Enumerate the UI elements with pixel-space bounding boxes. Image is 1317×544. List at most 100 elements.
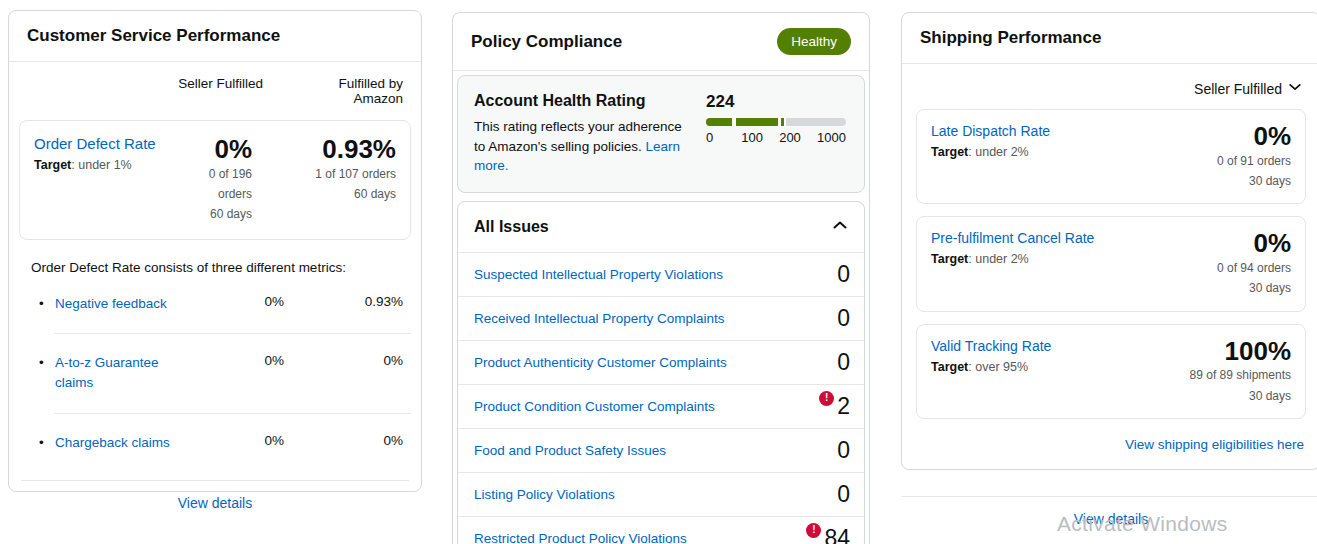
issue-row: Listing Policy Violations 0	[458, 472, 864, 516]
issue-row: Product Condition Customer Complaints 2	[458, 384, 864, 428]
metric-sf-value: 0%	[174, 294, 284, 309]
ahr-title: Account Health Rating	[474, 92, 696, 110]
ship-label-zone: Late Dispatch Rate Target: under 2%	[931, 122, 1217, 191]
issue-count: 2	[837, 395, 850, 418]
policy-compliance-card: Policy Compliance Healthy Account Health…	[452, 12, 870, 544]
all-issues-header[interactable]: All Issues	[458, 202, 864, 252]
scale-tick-100: 100	[741, 130, 763, 145]
ahr-score: 224	[706, 92, 848, 112]
all-issues-box: All Issues Suspected Intellectual Proper…	[457, 201, 865, 544]
metric-row-atoz-claims: •A-to-z Guarantee claims 0% 0%	[9, 340, 421, 407]
issue-link-listing-policy-violations[interactable]: Listing Policy Violations	[474, 487, 615, 502]
issue-row: Received Intellectual Property Complaint…	[458, 296, 864, 340]
customer-service-performance-card: Customer Service Performance Seller Fulf…	[8, 10, 422, 492]
issue-count: 0	[837, 351, 850, 374]
order-defect-rate-link[interactable]: Order Defect Rate	[34, 135, 156, 152]
pre-fulfilment-cancel-rate-link[interactable]: Pre-fulfilment Cancel Rate	[931, 230, 1094, 246]
issue-count: 84	[824, 527, 850, 544]
odr-metrics-intro: Order Defect Rate consists of three diff…	[9, 240, 421, 281]
issue-link-product-authenticity-complaints[interactable]: Product Authenticity Customer Complaints	[474, 355, 727, 370]
target-label: Target	[34, 158, 71, 172]
windows-activation-watermark: Activate Windows Go to Settings to activ…	[1057, 512, 1270, 544]
ship-period: 30 days	[1217, 171, 1291, 191]
bullet-icon: •	[39, 433, 44, 453]
issue-count: 0	[837, 307, 850, 330]
issue-count: 0	[837, 483, 850, 506]
atoz-guarantee-claims-link[interactable]: A-to-z Guarantee claims	[55, 355, 159, 390]
odr-fba-detail: 1 of 107 orders	[252, 164, 396, 184]
metric-label-wrap: • A-to-z Guarantee claims	[39, 353, 174, 394]
view-shipping-eligibilities-link[interactable]: View shipping eligibilities here	[1125, 437, 1304, 452]
late-dispatch-rate-box: Late Dispatch Rate Target: under 2% 0% 0…	[916, 109, 1306, 204]
metric-row-chargeback-claims: •Chargeback claims 0% 0%	[9, 420, 421, 466]
card-title: Shipping Performance	[920, 28, 1101, 48]
ship-value-zone: 0% 0 of 94 orders 30 days	[1217, 229, 1291, 298]
ahr-score-zone: 224 0 100 200 1000	[706, 92, 848, 176]
scale-tick-0: 0	[706, 130, 713, 145]
issue-count-wrap: 0	[837, 351, 850, 374]
customer-service-view-details-link[interactable]: View details	[178, 495, 252, 511]
ship-label-zone: Pre-fulfilment Cancel Rate Target: under…	[931, 229, 1217, 298]
bar-gap	[784, 118, 786, 126]
issue-link-restricted-product-violations[interactable]: Restricted Product Policy Violations	[474, 531, 687, 544]
ship-value-zone: 0% 0 of 91 orders 30 days	[1217, 122, 1291, 191]
card-title: Policy Compliance	[471, 32, 622, 52]
metric-sf-value: 0%	[174, 433, 284, 448]
issue-count: 0	[837, 263, 850, 286]
metric-label-wrap: • Negative feedback	[39, 294, 174, 314]
ship-target: Target: under 2%	[931, 252, 1217, 266]
target-label: Target	[931, 145, 968, 159]
bullet-icon: •	[39, 353, 44, 373]
negative-feedback-link[interactable]: Negative feedback	[55, 296, 167, 311]
column-header-fba-text: Fulfilled by Amazon	[311, 76, 403, 106]
policy-compliance-card-header: Policy Compliance Healthy	[453, 13, 869, 71]
ship-detail: 0 of 94 orders	[1217, 258, 1291, 278]
issue-row: Suspected Intellectual Property Violatio…	[458, 252, 864, 296]
ahr-scale-labels: 0 100 200 1000	[706, 130, 846, 146]
chargeback-claims-link[interactable]: Chargeback claims	[55, 435, 170, 450]
late-dispatch-rate-link[interactable]: Late Dispatch Rate	[931, 123, 1050, 139]
issue-link-food-product-safety[interactable]: Food and Product Safety Issues	[474, 443, 666, 458]
issue-count-wrap: 84	[806, 527, 850, 544]
ship-period: 30 days	[1190, 386, 1291, 406]
valid-tracking-rate-link[interactable]: Valid Tracking Rate	[931, 338, 1051, 354]
watermark-line1: Activate Windows	[1057, 512, 1270, 536]
ahr-description: This rating reflects your adherence to A…	[474, 117, 694, 176]
scale-tick-1000: 1000	[817, 130, 846, 145]
metric-row-negative-feedback: •Negative feedback 0% 0.93%	[9, 281, 421, 327]
fulfillment-channel-selector[interactable]: Seller Fulfilled	[902, 64, 1317, 109]
odr-sf-detail: 0 of 196 orders	[190, 164, 252, 205]
target-value: : over 95%	[968, 360, 1028, 374]
card-title: Customer Service Performance	[27, 26, 280, 46]
issue-count-wrap: 0	[837, 263, 850, 286]
ship-value: 100%	[1190, 337, 1291, 366]
chevron-up-icon[interactable]	[832, 217, 848, 237]
health-status-badge: Healthy	[777, 28, 851, 55]
column-header-fulfilled-by-amazon: Fulfilled by Amazon	[263, 76, 403, 106]
issue-row: Restricted Product Policy Violations 84	[458, 516, 864, 544]
chevron-down-icon	[1282, 80, 1302, 97]
column-header-seller-fulfilled: Seller Fulfilled	[163, 76, 263, 106]
bar-segment-green-1	[706, 118, 732, 126]
issue-row: Food and Product Safety Issues 0	[458, 428, 864, 472]
channel-selector-label: Seller Fulfilled	[1194, 81, 1282, 97]
shipping-eligibilities-row: View shipping eligibilities here	[902, 431, 1317, 452]
target-label: Target	[931, 360, 968, 374]
issue-link-suspected-ip-violations[interactable]: Suspected Intellectual Property Violatio…	[474, 267, 723, 282]
pre-fulfilment-cancel-rate-box: Pre-fulfilment Cancel Rate Target: under…	[916, 216, 1306, 311]
ship-value: 0%	[1217, 229, 1291, 258]
bullet-icon: •	[39, 294, 44, 314]
issue-count-wrap: 0	[837, 307, 850, 330]
issue-count: 0	[837, 439, 850, 462]
issue-link-received-ip-complaints[interactable]: Received Intellectual Property Complaint…	[474, 311, 725, 326]
ahr-progress-bar	[706, 118, 846, 126]
odr-sf-value: 0%	[156, 135, 252, 164]
odr-sf-period: 60 days	[156, 204, 252, 224]
shipping-card-header: Shipping Performance	[902, 13, 1317, 64]
target-value: : under 2%	[968, 252, 1028, 266]
issue-link-product-condition-complaints[interactable]: Product Condition Customer Complaints	[474, 399, 715, 414]
ship-period: 30 days	[1217, 278, 1291, 298]
odr-fba-value: 0.93%	[252, 135, 396, 164]
ship-target: Target: over 95%	[931, 360, 1190, 374]
odr-seller-fulfilled-column: 0% 0 of 196 orders 60 days	[156, 135, 252, 225]
